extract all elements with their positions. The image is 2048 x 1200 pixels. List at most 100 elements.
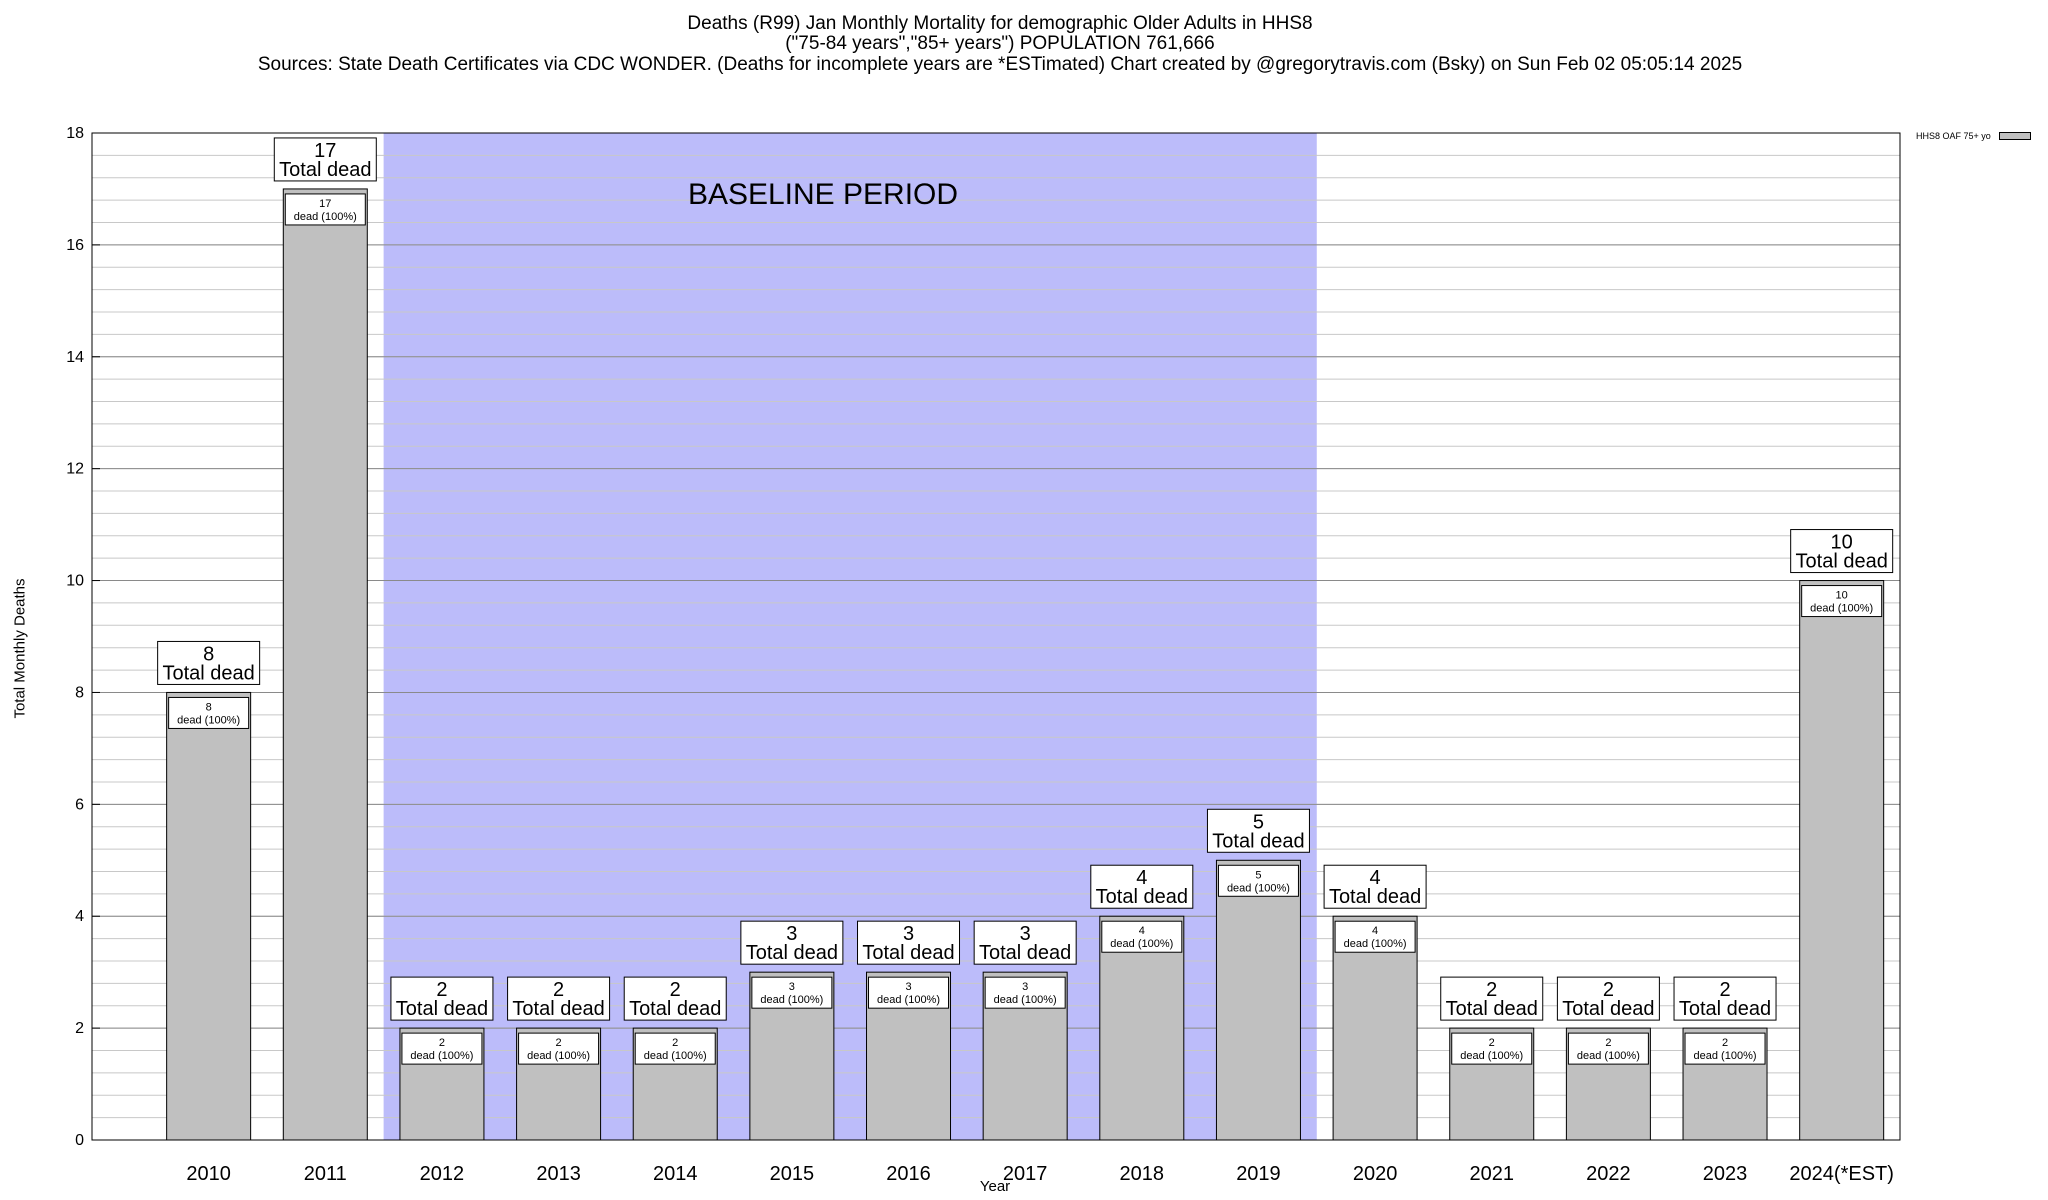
bar (166, 691, 252, 1141)
total-label-box (390, 976, 494, 1021)
bar-inner-label: dead (100%) (760, 994, 823, 1006)
x-tick-label: 2011 (304, 1163, 347, 1185)
bar-inner-label: dead (100%) (877, 994, 940, 1006)
chart-title: Deaths (R99) Jan Monthly Mortality for d… (687, 13, 1313, 34)
total-label: Total dead (1329, 886, 1421, 908)
total-label-box (1323, 864, 1427, 909)
total-value: 2 (670, 979, 681, 1001)
total-label: Total dead (162, 662, 254, 684)
bar (1332, 915, 1418, 1141)
total-label-box (157, 640, 261, 685)
total-label: Total dead (1796, 551, 1888, 573)
y-tick-label: 6 (75, 796, 84, 813)
bar-inner-label: dead (100%) (1694, 1050, 1757, 1062)
bar-inner-label: dead (100%) (1460, 1050, 1523, 1062)
legend-swatch (1998, 132, 2031, 140)
total-value: 17 (314, 140, 336, 162)
x-tick-label: 2019 (1236, 1163, 1281, 1185)
bar-inner-label: dead (100%) (294, 211, 357, 223)
total-label: Total dead (1562, 998, 1654, 1020)
bar-inner-label: dead (100%) (410, 1050, 473, 1062)
bar-inner-value: 3 (905, 981, 911, 993)
total-label-box (273, 137, 377, 182)
x-tick-label: 2015 (770, 1163, 815, 1185)
total-label-box (973, 920, 1077, 965)
x-tick-label: 2016 (886, 1163, 931, 1185)
x-tick-label: 2012 (420, 1163, 465, 1185)
bar-inner-value: 4 (1372, 925, 1378, 937)
total-value: 2 (1719, 979, 1730, 1001)
total-label-box (1790, 529, 1894, 574)
bar-inner-label-box (168, 696, 250, 729)
total-value: 2 (436, 979, 447, 1001)
x-tick-label: 2020 (1353, 1163, 1398, 1185)
bar-inner-label-box (634, 1032, 716, 1065)
bar-inner-label-box (518, 1032, 600, 1065)
bar-inner-label-box (1684, 1032, 1766, 1065)
bar-inner-label: dead (100%) (1227, 882, 1290, 894)
total-label-box (623, 976, 727, 1021)
x-tick-label: 2023 (1703, 1163, 1748, 1185)
bar-inner-label-box (984, 976, 1066, 1009)
total-value: 2 (1486, 979, 1497, 1001)
total-label-box (857, 920, 961, 965)
y-tick-label: 0 (75, 1132, 84, 1149)
y-tick-label: 14 (66, 349, 84, 366)
bar-inner-value: 10 (1836, 590, 1848, 602)
bar-inner-label: dead (100%) (1577, 1050, 1640, 1062)
x-tick-label: 2022 (1586, 1163, 1631, 1185)
total-value: 2 (1603, 979, 1614, 1001)
bar-inner-value: 4 (1139, 925, 1145, 937)
bar-inner-label: dead (100%) (1810, 603, 1873, 615)
chart-subtitle: ("75-84 years","85+ years") POPULATION 7… (785, 33, 1215, 54)
x-tick-label: 2013 (536, 1163, 581, 1185)
total-value: 4 (1136, 867, 1147, 889)
total-label: Total dead (1212, 830, 1304, 852)
total-value: 4 (1370, 867, 1381, 889)
bar-inner-value: 8 (206, 701, 212, 713)
x-tick-label: 2014 (653, 1163, 698, 1185)
y-tick-label: 10 (66, 573, 84, 590)
total-label-box (740, 920, 844, 965)
bar-inner-value: 2 (1722, 1037, 1728, 1049)
legend: HHS8 OAF 75+ yo (1916, 131, 2031, 141)
bar-inner-value: 2 (672, 1037, 678, 1049)
total-value: 3 (1020, 923, 1031, 945)
bar-inner-value: 3 (789, 981, 795, 993)
x-tick-label: 2024(*EST) (1789, 1163, 1894, 1185)
total-label: Total dead (396, 998, 488, 1020)
total-value: 2 (553, 979, 564, 1001)
bar-inner-value: 2 (1605, 1037, 1611, 1049)
bar-inner-label-box (1801, 585, 1883, 618)
bar-inner-value: 2 (439, 1037, 445, 1049)
total-label: Total dead (512, 998, 604, 1020)
y-tick-label: 12 (66, 461, 84, 478)
y-tick-label: 16 (66, 237, 84, 254)
bar-inner-label: dead (100%) (994, 994, 1057, 1006)
total-label: Total dead (1096, 886, 1188, 908)
bar-inner-value: 2 (556, 1037, 562, 1049)
x-axis-label: Year (979, 1178, 1011, 1195)
chart-source-line: Sources: State Death Certificates via CD… (257, 54, 1743, 75)
total-label: Total dead (279, 159, 371, 181)
x-tick-label: 2021 (1469, 1163, 1514, 1185)
bar (282, 188, 368, 1141)
legend-label: HHS8 OAF 75+ yo (1916, 131, 1991, 141)
bar-inner-label-box (1334, 920, 1416, 953)
y-tick-label: 4 (75, 908, 84, 925)
bar (1799, 580, 1885, 1141)
bar-inner-value: 5 (1255, 869, 1261, 881)
total-label-box (1440, 976, 1544, 1021)
bar-inner-label: dead (100%) (177, 714, 240, 726)
bar (1099, 915, 1185, 1141)
bar (1215, 859, 1301, 1141)
bar-inner-label-box (1567, 1032, 1649, 1065)
total-value: 3 (786, 923, 797, 945)
bar-inner-value: 2 (1489, 1037, 1495, 1049)
bar-inner-label: dead (100%) (1110, 938, 1173, 950)
baseline-label: BASELINE PERIOD (688, 178, 958, 211)
total-label-box (1206, 808, 1310, 853)
bar-inner-value: 17 (319, 198, 331, 210)
total-label: Total dead (1446, 998, 1538, 1020)
